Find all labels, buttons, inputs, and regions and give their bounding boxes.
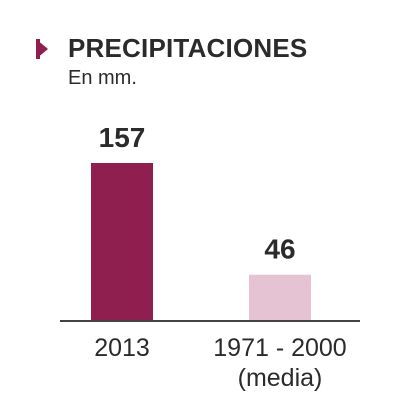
category-label-1: 2013 (94, 334, 150, 362)
bar-value-label-1: 157 (99, 122, 146, 153)
bar-1 (91, 163, 153, 321)
chart-title: PRECIPITACIONES (68, 33, 308, 63)
category-label-2-line-1: 1971 - 2000 (213, 334, 346, 362)
category-label-2-line-2: (media) (238, 364, 323, 392)
bar-2 (249, 274, 311, 321)
bar-value-label-2: 46 (264, 234, 295, 265)
title-marker-icon (36, 39, 48, 59)
chart-subtitle: En mm. (68, 67, 137, 89)
